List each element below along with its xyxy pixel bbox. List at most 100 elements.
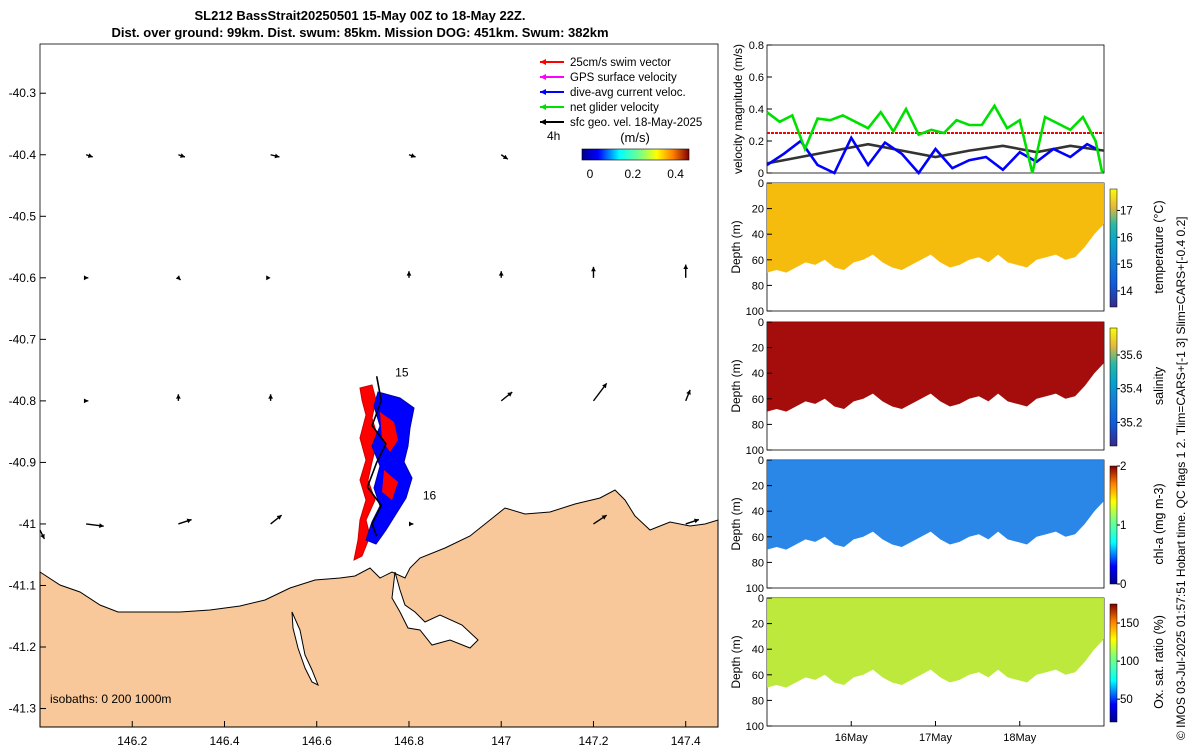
- section-cb-tick-label: 17: [1120, 205, 1133, 217]
- velocity-colorbar: [581, 148, 690, 161]
- section-ylabel: Depth (m): [729, 359, 743, 412]
- section-cb-tick-label: 15: [1120, 259, 1133, 271]
- geo-vector-head: [274, 153, 280, 159]
- velocity-series: [766, 103, 1104, 174]
- map-ytick-label: -40.4: [9, 148, 37, 162]
- velocity-series: [766, 135, 1101, 176]
- glider-track-red: [353, 384, 379, 561]
- velocity-ytick-label: 0: [758, 168, 764, 180]
- glider-track-red-inner: [380, 412, 398, 500]
- section-cb-tick-label: 2: [1120, 461, 1126, 473]
- geo-vector-head: [406, 271, 412, 276]
- legend-label: sfc geo. vel. 18-May-2025: [570, 117, 702, 129]
- section-ytick-label: 60: [752, 255, 764, 267]
- legend-label: dive-avg current veloc.: [570, 87, 686, 99]
- section-ytick-label: 20: [752, 619, 764, 631]
- side-note: © IMOS 03-Jul-2025 01:57:51 Hobart time.…: [1174, 216, 1188, 740]
- map-ytick-label: -41: [19, 517, 37, 531]
- velocity-panel: 0 0.2 0.4 0.6 0.8 velocity magnitude (m/s): [731, 40, 1105, 180]
- section-cb-label: Ox. sat. ratio (%): [1152, 615, 1166, 709]
- legend-arrowhead: [540, 119, 546, 125]
- geo-vector-head: [186, 518, 192, 524]
- geo-vector-head: [276, 515, 282, 520]
- section-cb-tick-label: 16: [1120, 232, 1133, 244]
- section-cb-tick-label: 35.4: [1120, 384, 1143, 396]
- section-ytick-label: 20: [752, 481, 764, 493]
- map-xtick-label: 147.4: [671, 734, 701, 748]
- section-colorbar: [1109, 188, 1118, 308]
- tasmania-land: [39, 489, 719, 728]
- section-ytick-label: 40: [752, 368, 764, 380]
- section-cb-tick-label: 150: [1120, 618, 1139, 630]
- geo-vector-head: [507, 392, 513, 397]
- section-ytick-label: 20: [752, 204, 764, 216]
- geo-vector-head: [602, 383, 607, 389]
- section-ylabel: Depth (m): [729, 497, 743, 550]
- section-ytick-label: 80: [752, 557, 764, 569]
- section-ytick-label: 0: [758, 178, 764, 190]
- section-colorbar: [1109, 465, 1118, 585]
- legend-arrowhead: [540, 74, 546, 80]
- geo-vector-head: [175, 275, 181, 281]
- colorbar-tick-label: 0.4: [667, 167, 684, 181]
- section-cb-tick-label: 100: [1120, 656, 1139, 668]
- section-ytick-label: 80: [752, 280, 764, 292]
- geo-vector-head: [683, 264, 689, 270]
- section-cb-tick-label: 50: [1120, 694, 1133, 706]
- section-fill-oxygen: [767, 598, 1104, 688]
- geo-vector-head: [175, 394, 181, 399]
- section-ytick-label: 60: [752, 532, 764, 544]
- section-ylabel: Depth (m): [729, 635, 743, 688]
- geo-vector-head: [83, 275, 89, 281]
- map-xtick-label: 146.2: [117, 734, 147, 748]
- geo-vector-head: [99, 523, 104, 528]
- section-ytick-label: 40: [752, 644, 764, 656]
- geo-vector-head: [591, 266, 596, 272]
- geo-vector-head: [40, 533, 45, 539]
- geo-vector-head: [83, 398, 89, 404]
- section-xtick-label: 18May: [1003, 732, 1037, 744]
- map-ytick-label: -40.3: [9, 86, 37, 100]
- map-xtick-label: 146.8: [394, 734, 424, 748]
- section-cb-tick-label: 0: [1120, 579, 1126, 591]
- colorbar-time-label: 4h: [547, 129, 560, 143]
- map-ytick-label: -40.8: [9, 394, 37, 408]
- section-cb-tick-label: 14: [1120, 286, 1133, 298]
- colorbar-tick-label: 0: [587, 167, 594, 181]
- glider-track-line: [366, 376, 387, 537]
- map-xtick-label: 147.2: [578, 734, 608, 748]
- section-xtick-label: 17May: [919, 732, 953, 744]
- velocity-ylabel: velocity magnitude (m/s): [731, 44, 745, 174]
- section-ytick-label: 0: [758, 317, 764, 329]
- map-ytick-label: -41.1: [9, 578, 37, 592]
- tamar-estuary: [391, 571, 479, 649]
- map-ytick-label: -40.9: [9, 455, 37, 469]
- map-ytick-label: -40.5: [9, 209, 37, 223]
- section-ytick-label: 60: [752, 670, 764, 682]
- map-xtick-label: 146.4: [209, 734, 239, 748]
- map-legend: 25cm/s swim vector GPS surface velocity di…: [540, 57, 702, 181]
- glider-track-blue: [365, 391, 415, 545]
- section-ytick-label: 0: [758, 455, 764, 467]
- section-colorbar: [1109, 603, 1118, 723]
- section-colorbar: [1109, 327, 1118, 447]
- section-ytick-label: 0: [758, 593, 764, 605]
- geo-vector-head: [686, 389, 691, 395]
- colorbar-unit-label: (m/s): [620, 130, 650, 145]
- map-ytick-label: -40.6: [9, 271, 37, 285]
- chart-title-line1: SL212 BassStrait20250501 15-May 00Z to 1…: [194, 8, 526, 23]
- geo-vector-head: [498, 271, 504, 276]
- geo-vector-head: [180, 153, 185, 158]
- geo-vector-head: [268, 394, 274, 399]
- geo-vector-head: [693, 518, 699, 524]
- geo-vector-head: [266, 275, 271, 281]
- section-ytick-label: 40: [752, 506, 764, 518]
- section-ytick-label: 100: [746, 445, 764, 457]
- section-fill-salinity: [767, 322, 1104, 412]
- map-ytick-label: -40.7: [9, 332, 37, 346]
- geo-velocity-vectors: [39, 153, 700, 540]
- geo-vector-head: [410, 153, 416, 158]
- section-ytick-label: 100: [746, 583, 764, 595]
- legend-label: GPS surface velocity: [570, 72, 677, 84]
